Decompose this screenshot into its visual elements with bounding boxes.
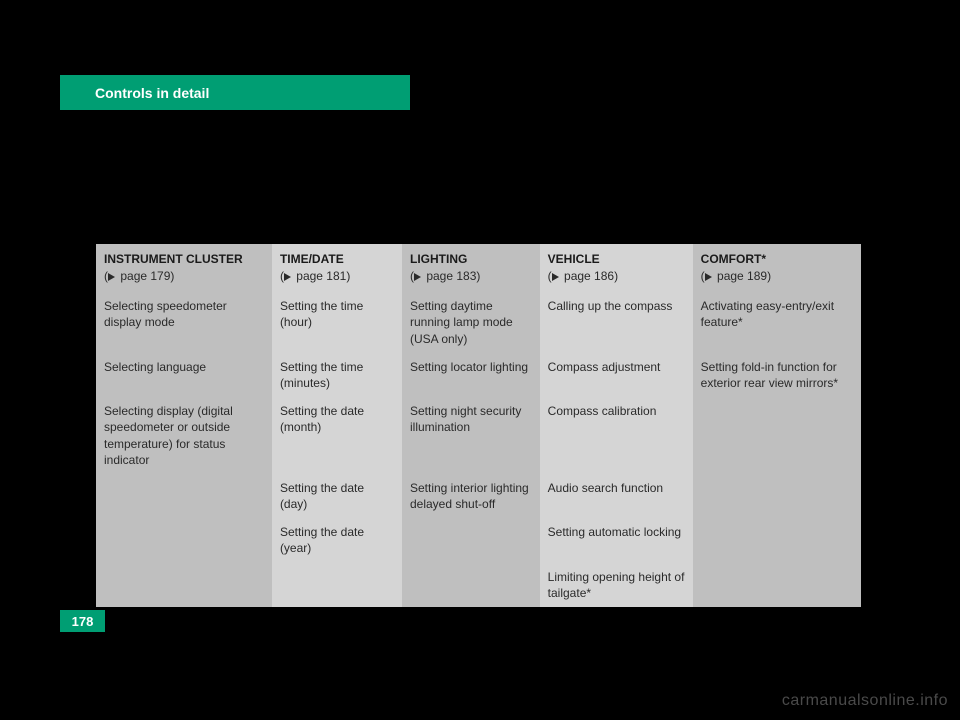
triangle-icon — [108, 273, 115, 281]
cell: Setting the date (year) — [272, 518, 402, 562]
cell: Limiting opening height of tailgate* — [540, 563, 693, 607]
page-ref-text: page 189 — [717, 269, 767, 283]
col-header: LIGHTING — [402, 244, 540, 267]
triangle-icon — [552, 273, 559, 281]
col-page-ref: ( page 189) — [693, 267, 861, 292]
col-page-ref: ( page 179) — [96, 267, 272, 292]
cell — [402, 518, 540, 562]
triangle-icon — [284, 273, 291, 281]
cell — [272, 563, 402, 607]
cell: Setting the time (minutes) — [272, 353, 402, 397]
page-ref-text: page 183 — [426, 269, 476, 283]
cell: Setting the time (hour) — [272, 292, 402, 353]
table-row: Limiting opening height of tailgate* — [96, 563, 861, 607]
cell: Setting locator lighting — [402, 353, 540, 397]
settings-table: INSTRUMENT CLUSTER TIME/DATE LIGHTING VE… — [96, 244, 861, 607]
table-body: Selecting speedometer display mode Setti… — [96, 292, 861, 607]
table-row: Selecting speedometer display mode Setti… — [96, 292, 861, 353]
col-header: COMFORT* — [693, 244, 861, 267]
section-title: Controls in detail — [95, 85, 209, 101]
cell: Audio search function — [540, 474, 693, 518]
col-header: INSTRUMENT CLUSTER — [96, 244, 272, 267]
cell: Setting automatic locking — [540, 518, 693, 562]
col-page-ref: ( page 183) — [402, 267, 540, 292]
section-header: Controls in detail — [60, 75, 410, 110]
cell: Setting the date (month) — [272, 397, 402, 474]
col-header: TIME/DATE — [272, 244, 402, 267]
page-ref-text: page 181 — [296, 269, 346, 283]
cell: Activating easy-entry/exit feature* — [693, 292, 861, 353]
cell: Selecting language — [96, 353, 272, 397]
col-page-ref: ( page 181) — [272, 267, 402, 292]
cell: Setting the date (day) — [272, 474, 402, 518]
page-number-badge: 178 — [60, 610, 105, 632]
cell — [402, 563, 540, 607]
cell: Setting daytime running lamp mode (USA o… — [402, 292, 540, 353]
col-header: VEHICLE — [540, 244, 693, 267]
cell: Compass adjustment — [540, 353, 693, 397]
triangle-icon — [705, 273, 712, 281]
cell — [96, 474, 272, 518]
cell: Selecting speedometer display mode — [96, 292, 272, 353]
cell — [693, 397, 861, 474]
table-row: Selecting language Setting the time (min… — [96, 353, 861, 397]
page-ref-text: page 179 — [120, 269, 170, 283]
cell: Setting fold-in function for exterior re… — [693, 353, 861, 397]
cell — [96, 563, 272, 607]
table-row: Setting the date (year) Setting automati… — [96, 518, 861, 562]
watermark: carmanualsonline.info — [782, 692, 948, 710]
cell: Calling up the compass — [540, 292, 693, 353]
cell — [693, 518, 861, 562]
cell: Setting night security illumination — [402, 397, 540, 474]
triangle-icon — [414, 273, 421, 281]
cell: Setting interior lighting delayed shut-o… — [402, 474, 540, 518]
page-ref-text: page 186 — [564, 269, 614, 283]
cell — [693, 474, 861, 518]
table-row: Setting the date (day) Setting interior … — [96, 474, 861, 518]
cell: Compass calibration — [540, 397, 693, 474]
cell — [693, 563, 861, 607]
cell — [96, 518, 272, 562]
table-subheader-row: ( page 179) ( page 181) ( page 183) ( pa… — [96, 267, 861, 292]
page-number: 178 — [72, 614, 94, 629]
table-row: Selecting display (digital speedometer o… — [96, 397, 861, 474]
table: INSTRUMENT CLUSTER TIME/DATE LIGHTING VE… — [96, 244, 861, 607]
col-page-ref: ( page 186) — [540, 267, 693, 292]
table-header-row: INSTRUMENT CLUSTER TIME/DATE LIGHTING VE… — [96, 244, 861, 267]
cell: Selecting display (digital speedometer o… — [96, 397, 272, 474]
